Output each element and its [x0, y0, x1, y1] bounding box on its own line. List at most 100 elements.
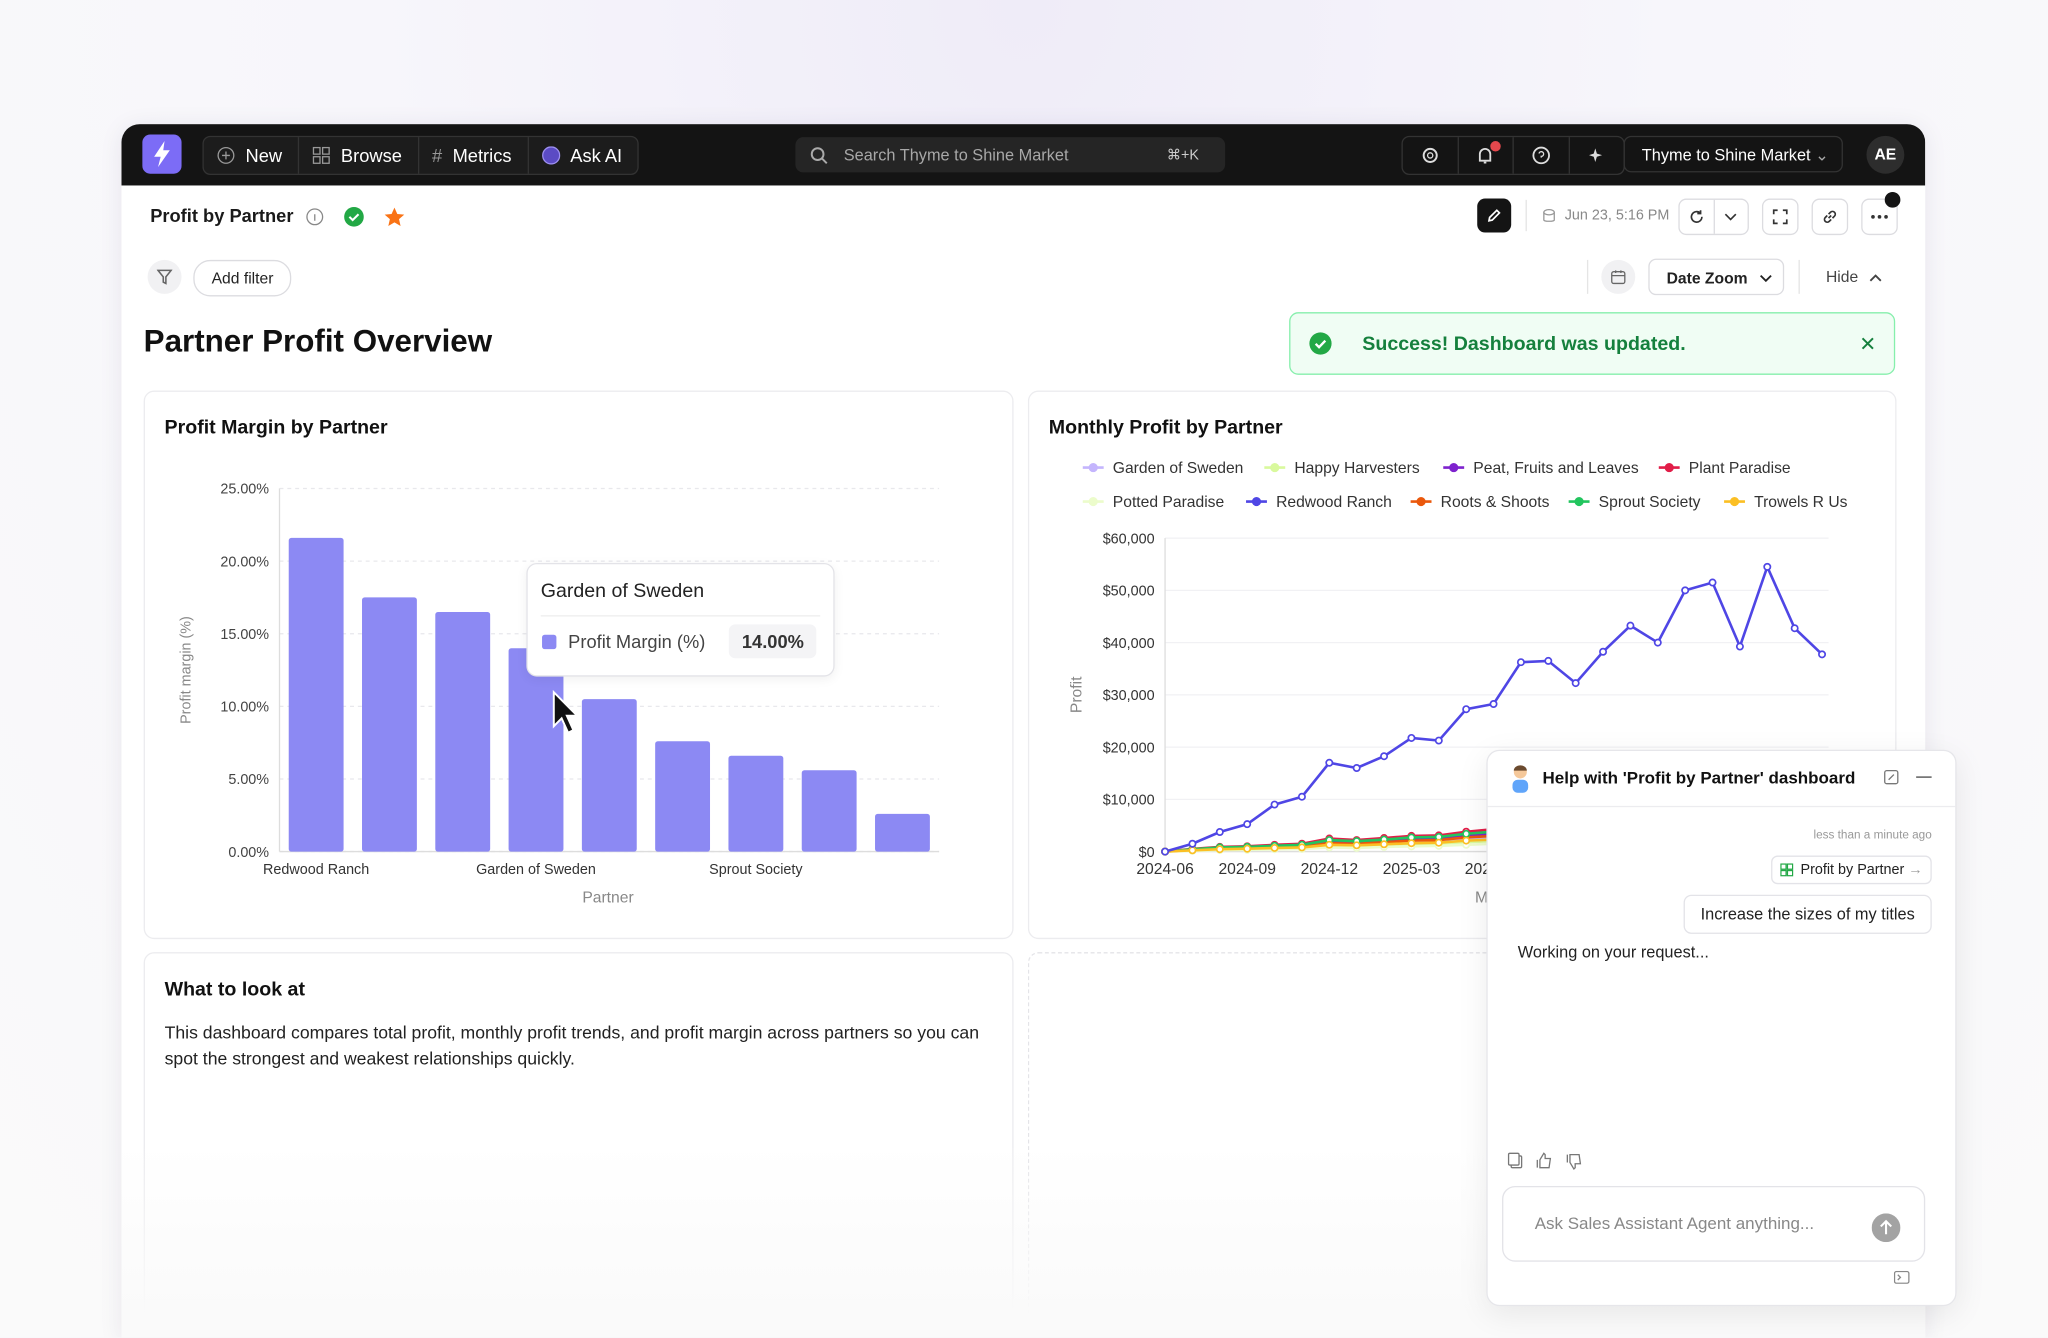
context-chip[interactable]: Profit by Partner →: [1770, 855, 1932, 885]
y-tick-label: 15.00%: [220, 627, 269, 643]
help-button[interactable]: [1514, 137, 1570, 174]
y-tick-label: 25.00%: [220, 482, 269, 498]
point: [1243, 844, 1252, 853]
legend-marker: [1729, 496, 1740, 507]
divider: [1525, 199, 1527, 232]
point: [1462, 836, 1471, 845]
y-tick-label: $50,000: [1103, 584, 1155, 600]
legend-marker: [1664, 463, 1674, 473]
ai-button[interactable]: [1569, 137, 1623, 174]
point: [1325, 840, 1334, 849]
chat-input[interactable]: Ask Sales Assistant Agent anything...: [1502, 1185, 1926, 1262]
point: [1626, 621, 1635, 630]
legend-marker: [1270, 463, 1280, 473]
point: [1818, 650, 1827, 659]
db-icon: [1543, 208, 1555, 222]
point: [1352, 764, 1361, 772]
refresh-button[interactable]: [1680, 199, 1715, 234]
legend-label: Roots & Shoots: [1441, 494, 1550, 511]
title-icons: [306, 207, 405, 227]
nav-group: New Browse # Metrics Ask AI: [202, 135, 640, 176]
chart-title: Profit Margin by Partner: [165, 417, 388, 439]
input-placeholder: Ask Sales Assistant Agent anything...: [1534, 1213, 1815, 1233]
filter-icon[interactable]: [147, 259, 182, 294]
chat-title: Help with 'Profit by Partner' dashboard: [1542, 767, 1856, 788]
y-tick-label: $40,000: [1103, 636, 1155, 652]
notifications-button[interactable]: [1458, 137, 1514, 174]
cursor: [552, 689, 580, 735]
point: [1599, 647, 1608, 656]
hide-label: Hide: [1825, 267, 1859, 287]
y-tick-label: 20.00%: [220, 554, 269, 570]
point: [1297, 843, 1306, 852]
workspace-switcher[interactable]: Thyme to Shine Market ⌄: [1623, 135, 1843, 173]
legend-marker: [1574, 496, 1584, 507]
date-zoom-label: Date Zoom: [1666, 269, 1748, 288]
y-tick-label: $60,000: [1103, 531, 1155, 547]
add-filter[interactable]: Add filter: [193, 259, 292, 297]
x-tick-label: Redwood Ranch: [263, 862, 369, 878]
y-tick-label: $10,000: [1103, 793, 1155, 809]
point: [1270, 800, 1279, 809]
logo[interactable]: [142, 134, 182, 174]
point: [1462, 829, 1471, 838]
point: [1544, 656, 1553, 665]
point: [1681, 586, 1690, 595]
minimize-button[interactable]: [1916, 776, 1932, 779]
nav-browse[interactable]: Browse: [299, 137, 419, 174]
bar: [508, 648, 564, 852]
legend-marker: [1251, 496, 1262, 507]
point: [1215, 845, 1224, 854]
nav-ask-ai[interactable]: Ask AI: [528, 137, 637, 174]
calendar-icon[interactable]: [1601, 259, 1636, 294]
legend-marker: [1416, 496, 1426, 507]
agent-avatar: [1512, 765, 1529, 793]
point: [1790, 624, 1799, 633]
timestamp: Jun 23, 5:16 PM: [1564, 207, 1670, 224]
legend-marker: [1088, 463, 1098, 473]
user-message: Increase the sizes of my titles: [1683, 894, 1932, 934]
point: [1653, 638, 1662, 647]
toast-close[interactable]: [1861, 337, 1874, 350]
agent-reply: Working on your request...: [1517, 943, 1709, 962]
chart-title: Monthly Profit by Partner: [1049, 417, 1283, 439]
text-card-title: What to look at: [164, 978, 305, 1001]
nav-metrics[interactable]: # Metrics: [419, 137, 529, 174]
nav-label: Metrics: [452, 144, 512, 166]
search-box[interactable]: Search Thyme to Shine Market ⌘+K: [795, 137, 1226, 173]
edit-button[interactable]: [1477, 198, 1512, 233]
point: [1297, 792, 1306, 801]
chat-time: less than a minute ago: [1813, 828, 1932, 842]
expand-button[interactable]: [1883, 769, 1899, 785]
bar: [655, 741, 711, 852]
terminal-icon[interactable]: [1893, 1270, 1910, 1284]
settings-button[interactable]: [1403, 137, 1459, 174]
y-axis-title: Profit margin (%): [179, 616, 195, 724]
point: [1188, 839, 1197, 848]
date-zoom[interactable]: Date Zoom: [1648, 258, 1785, 296]
refresh-menu[interactable]: [1714, 200, 1747, 234]
x-tick-label: 2025-03: [1383, 861, 1441, 878]
chip-label: Profit by Partner: [1800, 862, 1905, 878]
legend-label: Potted Paradise: [1113, 494, 1225, 511]
tooltip-swatch: [542, 634, 557, 650]
message-actions[interactable]: [1507, 1152, 1585, 1171]
avatar[interactable]: AE: [1866, 135, 1905, 174]
link-button[interactable]: [1811, 198, 1849, 236]
nav-new[interactable]: New: [204, 137, 300, 174]
divider: [1798, 259, 1800, 294]
point: [1763, 562, 1772, 571]
point: [1434, 838, 1443, 847]
hide-toggle[interactable]: Hide: [1826, 268, 1882, 286]
y-tick-label: 10.00%: [220, 700, 269, 716]
more-button[interactable]: [1861, 191, 1901, 236]
send-button[interactable]: [1871, 1213, 1901, 1243]
fullscreen-button[interactable]: [1761, 198, 1799, 236]
point: [1516, 658, 1525, 667]
x-tick-label: 2024-12: [1301, 861, 1358, 878]
x-tick-label: Garden of Sweden: [476, 862, 596, 878]
point: [1161, 847, 1170, 856]
y-tick-label: $30,000: [1103, 688, 1155, 704]
point: [1489, 700, 1498, 708]
tooltip-divider: [540, 615, 821, 617]
